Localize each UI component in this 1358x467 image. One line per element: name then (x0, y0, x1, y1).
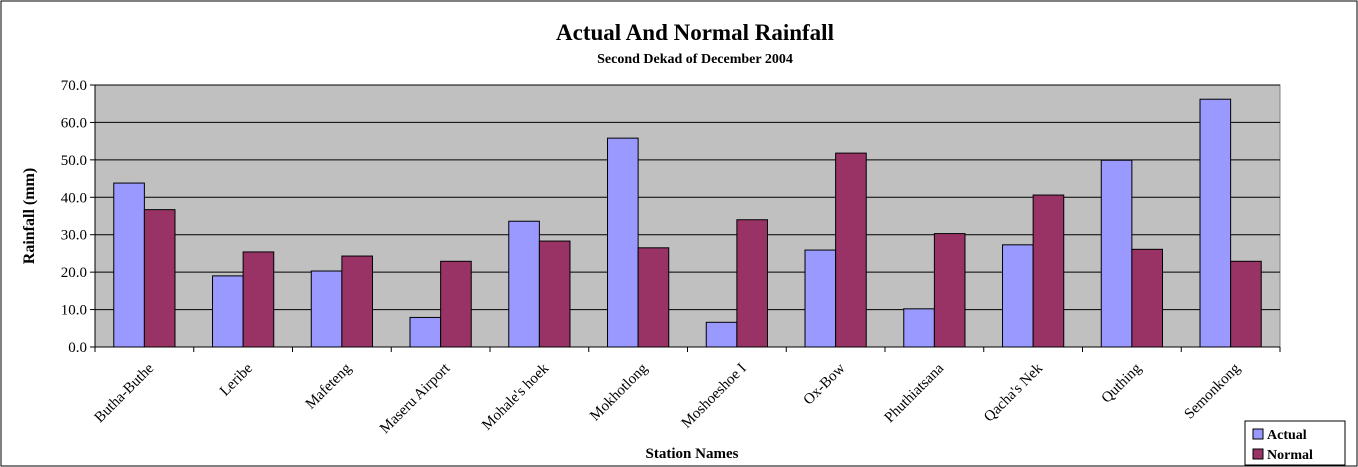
legend-swatch-normal (1252, 448, 1264, 460)
bar-normal (1032, 194, 1065, 348)
legend: Actual Normal (1244, 420, 1346, 466)
legend-label-normal: Normal (1267, 448, 1313, 463)
bar-normal (933, 233, 966, 348)
y-tick-label: 30.0 (61, 228, 87, 244)
legend-label-actual: Actual (1267, 428, 1307, 443)
bar-actual (212, 275, 244, 348)
bar-actual (1199, 98, 1232, 348)
bar-normal (538, 240, 571, 348)
chart-subtitle: Second Dekad of December 2004 (597, 52, 793, 67)
y-tick-label: 10.0 (61, 303, 87, 319)
y-tick-label: 0.0 (68, 340, 87, 356)
legend-swatch-actual (1252, 428, 1264, 440)
bar-normal (143, 209, 176, 348)
bar-actual (113, 182, 145, 348)
plot-area (94, 84, 1281, 348)
bar-actual (310, 270, 343, 348)
y-tick-label: 50.0 (61, 153, 87, 169)
bar-normal (736, 219, 768, 348)
bar-actual (1100, 159, 1133, 348)
bar-actual (903, 308, 935, 348)
x-axis-label: Station Names (646, 446, 739, 462)
bar-actual (508, 220, 540, 348)
bar-normal (835, 152, 867, 348)
bars (113, 98, 1262, 348)
y-tick-label: 40.0 (61, 190, 87, 206)
bar-actual (1002, 244, 1034, 348)
bar-actual (705, 321, 738, 348)
bar-normal (341, 255, 373, 348)
gridlines (95, 84, 1280, 311)
legend-box (1244, 420, 1346, 466)
y-axis-label: Rainfall (mm) (21, 168, 38, 264)
bar-actual (804, 249, 837, 348)
chart-title: Actual And Normal Rainfall (556, 20, 834, 45)
bar-actual (607, 137, 639, 348)
y-tick-label: 60.0 (61, 115, 87, 131)
bar-normal (637, 247, 670, 348)
bar-actual (409, 316, 442, 348)
bar-normal (1230, 260, 1262, 348)
bar-normal (1131, 248, 1163, 348)
y-tick-label: 70.0 (61, 78, 87, 94)
y-tick-label: 20.0 (61, 265, 87, 281)
bar-normal (242, 251, 275, 348)
bar-normal (440, 260, 472, 348)
